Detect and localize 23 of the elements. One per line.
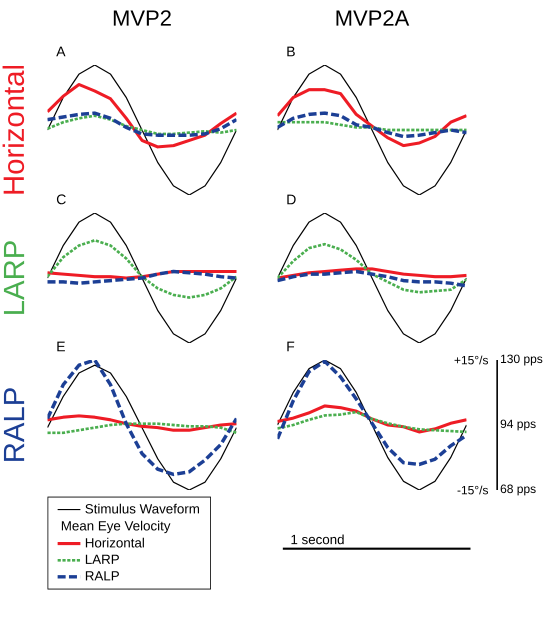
legend-label: Horizontal xyxy=(86,538,144,548)
annotation: F xyxy=(287,342,294,352)
legend-title: Mean Eye Velocity xyxy=(62,520,170,534)
y-tick-label: +15°/s xyxy=(454,356,488,364)
text: 94 pps xyxy=(500,420,536,430)
text: A xyxy=(56,46,66,56)
text: 1 second xyxy=(291,534,344,544)
text: 68 pps xyxy=(500,484,536,496)
y-axis-title: Horizontal xyxy=(2,66,24,194)
legend-label: RALP xyxy=(86,571,119,580)
line-series xyxy=(278,410,466,434)
chart-title: MVP2A xyxy=(336,10,410,26)
annotation: C xyxy=(56,194,66,204)
y-axis-title: LARP xyxy=(4,241,24,314)
legend-label: LARP xyxy=(86,554,119,564)
chart-title: MVP2 xyxy=(114,10,171,26)
annotation: E xyxy=(57,342,65,352)
y-axis-title: RALP xyxy=(4,388,24,461)
annotation: D xyxy=(287,194,296,204)
y-tick-label: -15°/s xyxy=(458,486,488,494)
text: 130 pps xyxy=(501,354,542,366)
text: B xyxy=(287,46,295,56)
legend-label: Stimulus Waveform xyxy=(85,504,199,514)
